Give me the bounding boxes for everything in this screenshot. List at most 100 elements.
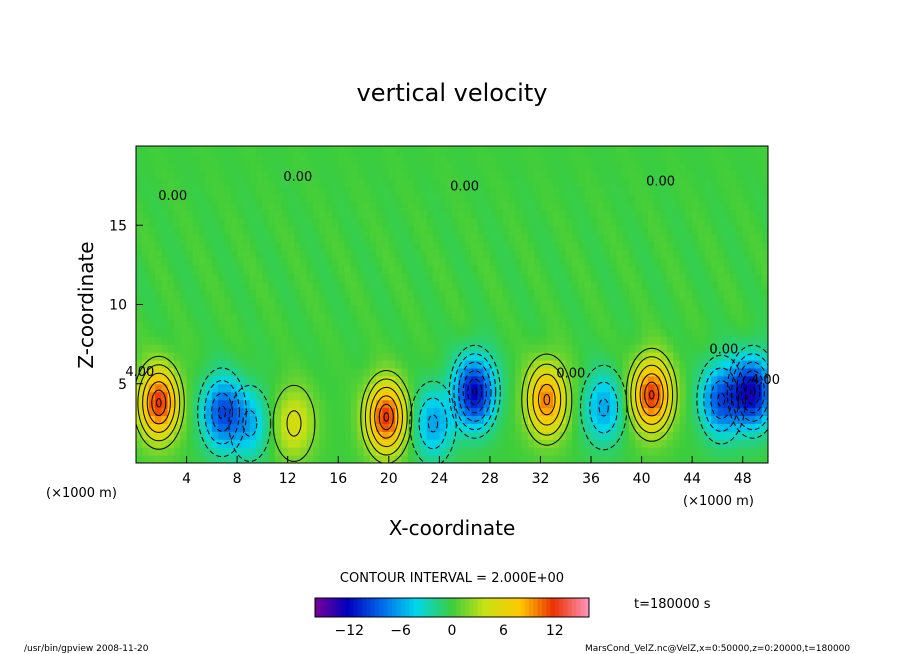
field-cell xyxy=(357,431,365,440)
field-cell xyxy=(306,407,314,417)
field-cell xyxy=(344,336,352,345)
field-cell xyxy=(433,383,440,393)
field-cell xyxy=(268,161,276,171)
field-cell xyxy=(578,193,586,203)
field-cell xyxy=(452,359,459,369)
field-cell xyxy=(256,336,263,345)
field-cell xyxy=(559,391,567,401)
field-cell xyxy=(736,439,744,448)
field-cell xyxy=(679,439,687,448)
field-cell xyxy=(319,352,327,361)
field-cell xyxy=(180,249,188,258)
field-cell xyxy=(426,177,434,187)
field-cell xyxy=(350,161,358,171)
field-cell xyxy=(685,272,693,282)
field-cell xyxy=(496,225,504,234)
x-unit-left: (×1000 m) xyxy=(46,486,117,501)
x-tick-label: 16 xyxy=(329,471,347,487)
field-cell xyxy=(281,423,289,432)
field-cell xyxy=(338,146,346,155)
field-cell xyxy=(647,383,655,393)
field-cell xyxy=(603,217,611,226)
field-cell xyxy=(173,296,181,306)
field-cell xyxy=(553,447,561,456)
field-cell xyxy=(281,288,289,298)
field-cell xyxy=(685,391,693,401)
field-cell xyxy=(363,256,371,266)
field-cell xyxy=(388,336,396,345)
field-cell xyxy=(439,256,447,266)
field-cell xyxy=(704,375,712,385)
field-cell xyxy=(180,399,188,409)
field-cell xyxy=(192,391,200,401)
x-tick-label: 24 xyxy=(430,471,448,487)
field-cell xyxy=(489,383,497,393)
field-cell xyxy=(369,439,377,448)
field-cell xyxy=(325,399,333,409)
field-cell xyxy=(294,217,301,226)
field-cell xyxy=(275,431,282,440)
field-cell xyxy=(723,383,731,393)
field-cell xyxy=(325,153,333,163)
field-cell xyxy=(565,399,573,409)
field-cell xyxy=(376,264,384,274)
field-cell xyxy=(603,367,611,377)
field-cell xyxy=(344,399,352,409)
field-cell xyxy=(148,359,156,369)
field-cell xyxy=(730,336,737,345)
field-cell xyxy=(173,264,181,274)
field-cell xyxy=(439,249,447,258)
field-cell xyxy=(540,161,548,171)
field-cell xyxy=(331,288,339,298)
field-cell xyxy=(350,249,358,258)
field-cell xyxy=(148,249,156,258)
field-cell xyxy=(180,423,188,432)
field-cell xyxy=(508,328,516,337)
contour-line xyxy=(369,386,403,448)
field-cell xyxy=(736,280,744,290)
field-cell xyxy=(565,455,573,463)
field-cell xyxy=(679,225,687,234)
field-cell xyxy=(654,439,662,448)
colorbar-swatch xyxy=(349,598,354,617)
field-cell xyxy=(584,447,592,456)
field-cell xyxy=(256,455,263,463)
field-cell xyxy=(344,439,352,448)
field-cell xyxy=(275,447,282,456)
field-cell xyxy=(224,399,232,409)
field-cell xyxy=(433,344,440,353)
field-cell xyxy=(565,161,573,171)
field-cell xyxy=(711,328,719,337)
field-cell xyxy=(527,383,535,393)
field-cell xyxy=(458,249,466,258)
field-cell xyxy=(483,225,491,234)
field-cell xyxy=(154,161,162,171)
field-cell xyxy=(749,193,756,203)
field-cell xyxy=(445,169,453,179)
field-cell xyxy=(761,272,768,282)
field-cell xyxy=(515,439,523,448)
field-cell xyxy=(331,447,339,456)
field-cell xyxy=(401,296,409,306)
field-cell xyxy=(186,407,194,417)
field-cell xyxy=(489,272,497,282)
field-cell xyxy=(148,375,156,385)
field-cell xyxy=(464,225,472,234)
field-cell xyxy=(433,256,440,266)
field-cell xyxy=(287,264,295,274)
field-cell xyxy=(401,272,409,282)
field-cell xyxy=(679,455,687,463)
field-cell xyxy=(654,447,662,456)
field-cell xyxy=(521,272,529,282)
field-cell xyxy=(161,177,169,187)
contour-line xyxy=(648,390,655,400)
field-cell xyxy=(597,447,605,456)
field-cell xyxy=(540,217,548,226)
field-cell xyxy=(742,423,750,432)
field-cell xyxy=(275,391,282,401)
field-cell xyxy=(698,455,706,463)
field-cell xyxy=(483,415,491,424)
field-cell xyxy=(319,328,327,337)
field-cell xyxy=(376,209,384,218)
field-cell xyxy=(470,225,478,234)
